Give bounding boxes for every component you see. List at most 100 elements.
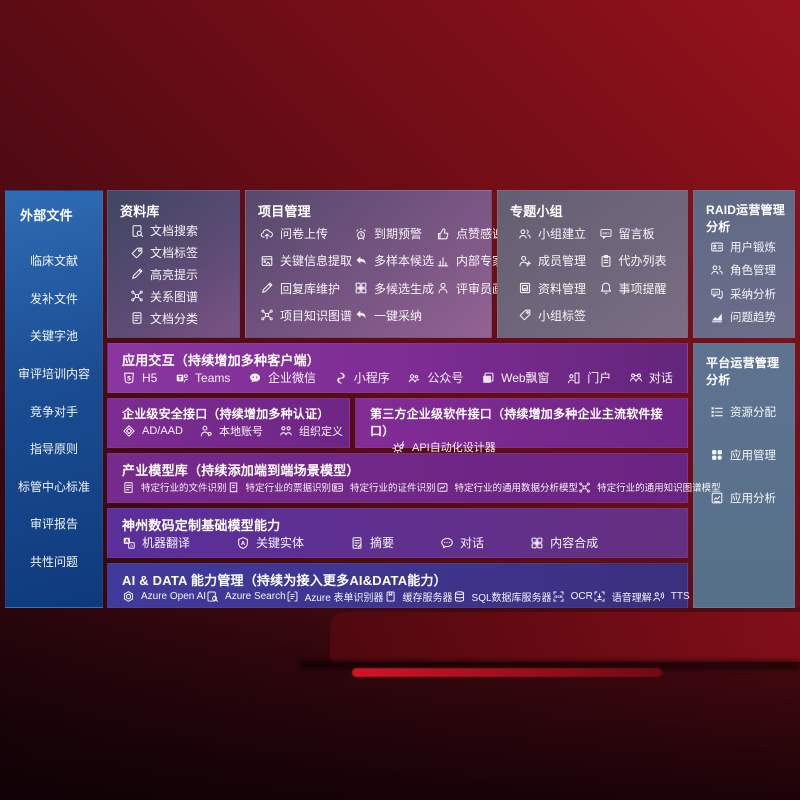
- model-item[interactable]: 特定行业的票据识别: [227, 480, 331, 494]
- row-thirdparty-software: 第三方企业级软件接口（持续增加多种企业主流软件接口） API自动化设计器: [355, 398, 688, 454]
- sidebar-item[interactable]: 审评培训内容: [17, 366, 90, 381]
- auth-item[interactable]: 组织定义: [279, 423, 343, 439]
- id-card-icon: [710, 240, 724, 254]
- feature-item[interactable]: 关系图谱: [130, 288, 231, 305]
- feature-item[interactable]: 项目知识图谱: [260, 307, 352, 324]
- model-item[interactable]: 特定行业的通用数据分析模型: [436, 480, 578, 494]
- feature-item[interactable]: 事项提醒: [599, 280, 680, 297]
- feature-item[interactable]: 采纳分析: [710, 286, 786, 302]
- feature-item[interactable]: 应用管理: [710, 447, 786, 463]
- sidebar-item[interactable]: 临床文献: [29, 254, 78, 268]
- feature-item[interactable]: 关键信息提取: [260, 252, 352, 269]
- capability-item[interactable]: 关键实体: [236, 534, 304, 551]
- feature-item[interactable]: 一键采纳: [354, 307, 434, 324]
- feature-item[interactable]: 文档标签: [130, 244, 231, 261]
- grid-icon: [530, 536, 544, 550]
- az-search-icon: [206, 590, 219, 603]
- base-model-capabilities-list: 机器翻译 关键实体 摘要 对话: [122, 534, 673, 551]
- graph-icon: [130, 289, 144, 303]
- raid-operations-list: 用户锻炼 角色管理 采纳分析 问题趋势: [706, 235, 786, 329]
- feature-item[interactable]: 点赞感谢: [436, 225, 528, 242]
- feature-item[interactable]: 问卷上传: [260, 225, 352, 242]
- service-item[interactable]: Azure 表单识别器: [286, 589, 384, 604]
- service-item[interactable]: TTS: [652, 590, 690, 603]
- sql-db-icon: [453, 590, 466, 603]
- sidebar-item[interactable]: 关键字池: [29, 329, 78, 344]
- service-item[interactable]: Azure Open AI: [122, 590, 206, 603]
- sidebar-item[interactable]: 审评报告: [29, 517, 78, 532]
- graph-icon: [578, 481, 591, 494]
- sidebar-item[interactable]: 竞争对手: [29, 404, 78, 419]
- feature-item[interactable]: 代办列表: [599, 252, 680, 269]
- feature-item[interactable]: 回复库维护: [260, 280, 352, 297]
- person-add-icon: [518, 254, 532, 268]
- data-model-icon: [436, 481, 449, 494]
- capability-item[interactable]: 摘要: [350, 534, 394, 551]
- channel-item[interactable]: Web飘窗: [481, 369, 550, 386]
- person-icon: [436, 281, 450, 295]
- feature-item[interactable]: 高亮提示: [130, 266, 231, 283]
- feature-item[interactable]: 用户锻炼: [710, 239, 786, 255]
- panel-data-library-title: 资料库: [120, 204, 160, 219]
- topic-groups-list: 小组建立 留言板 成员管理 代办列表: [510, 220, 679, 329]
- service-item[interactable]: SQL数据库服务器: [453, 589, 552, 604]
- feature-item[interactable]: 多样本候选: [354, 252, 434, 269]
- service-item[interactable]: 语音理解: [593, 589, 652, 604]
- panel-raid-operations: RAID运营管理分析 用户锻炼 角色管理 采纳分析: [693, 190, 795, 338]
- chat-analysis-icon: [710, 287, 724, 301]
- laptop-silhouette: [330, 612, 800, 662]
- channel-item[interactable]: 公众号: [407, 369, 463, 386]
- service-item[interactable]: Azure Search: [206, 590, 286, 603]
- feature-item[interactable]: 小组建立: [518, 225, 599, 242]
- service-item[interactable]: OCR: [552, 590, 593, 603]
- sidebar-item[interactable]: 共性问题: [29, 555, 78, 569]
- people-icon: [518, 227, 532, 241]
- sidebar-item[interactable]: 标管中心标准: [17, 479, 90, 494]
- channel-item[interactable]: 企业微信: [248, 369, 316, 386]
- cache-server-icon: [384, 590, 397, 603]
- feature-item[interactable]: 角色管理: [710, 262, 786, 278]
- channel-item[interactable]: H5: [122, 371, 157, 385]
- feature-item[interactable]: 多候选生成: [354, 280, 434, 297]
- channel-item[interactable]: 门户: [567, 369, 611, 386]
- capability-item[interactable]: 内容合成: [530, 534, 598, 551]
- model-item[interactable]: 特定行业的文件识别: [122, 480, 227, 494]
- h5-icon: [122, 371, 136, 385]
- ocr-icon: [552, 590, 565, 603]
- feature-item[interactable]: 资源分配: [710, 404, 786, 420]
- feature-item[interactable]: 到期预警: [354, 225, 434, 242]
- feature-item[interactable]: 问题趋势: [710, 309, 786, 325]
- channel-item[interactable]: 对话: [629, 369, 673, 386]
- pencil-icon: [260, 281, 274, 295]
- panel-project-management-title: 项目管理: [258, 204, 311, 219]
- service-item[interactable]: 缓存服务器: [384, 589, 453, 604]
- sidebar-item[interactable]: 指导原则: [29, 442, 78, 457]
- capability-item[interactable]: 对话: [440, 534, 484, 551]
- auth-item[interactable]: AD/AAD: [122, 424, 183, 438]
- interface-item[interactable]: API自动化设计器: [392, 439, 496, 455]
- feature-item[interactable]: 留言板: [599, 225, 680, 242]
- feature-item[interactable]: 文档搜索: [130, 222, 231, 239]
- thirdparty-software-list: API自动化设计器: [370, 439, 673, 455]
- ai-data-management-list: Azure Open AI Azure Search Azure 表单识别器 缓…: [122, 589, 690, 604]
- reply-icon: [354, 254, 368, 268]
- reply-icon: [354, 308, 368, 322]
- receipt-icon: [227, 481, 240, 494]
- grid-icon: [354, 281, 368, 295]
- feature-item[interactable]: 应用分析: [710, 490, 786, 506]
- feature-item[interactable]: 资料管理: [518, 280, 599, 297]
- row-app-interaction: 应用交互（持续增加多种客户端） H5 Teams 企业微信: [107, 343, 688, 393]
- portal-icon: [567, 371, 581, 385]
- capability-item[interactable]: 机器翻译: [122, 534, 190, 551]
- channel-item[interactable]: Teams: [175, 371, 230, 385]
- id-card-icon: [331, 481, 344, 494]
- feature-item[interactable]: 成员管理: [518, 252, 599, 269]
- panel-data-library: 资料库 文档搜索 文档标签 高亮提示: [107, 190, 240, 338]
- model-item[interactable]: 特定行业的通用知识图谱模型: [578, 480, 721, 494]
- sidebar-item[interactable]: 发补文件: [29, 291, 78, 306]
- model-item[interactable]: 特定行业的证件识别: [331, 480, 436, 494]
- channel-item[interactable]: 小程序: [334, 369, 390, 386]
- feature-item[interactable]: 小组标签: [518, 307, 599, 324]
- auth-item[interactable]: 本地账号: [199, 423, 263, 439]
- feature-item[interactable]: 文档分类: [130, 310, 231, 327]
